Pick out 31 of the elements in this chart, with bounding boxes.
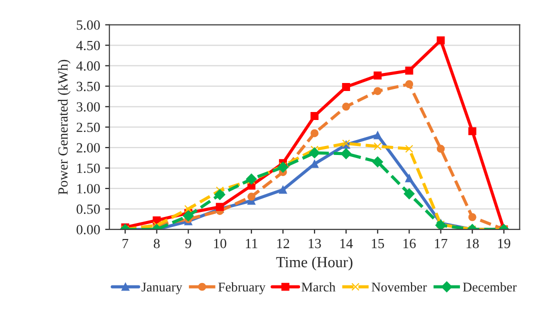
x-tick-label: 16 xyxy=(403,238,416,248)
y-tick-label: 2.00 xyxy=(76,143,100,153)
legend-label: January xyxy=(142,282,182,294)
legend-label: March xyxy=(302,282,336,292)
legend-label: November xyxy=(372,282,427,292)
x-tick-label: 7 xyxy=(122,238,128,248)
x-tick-label: 8 xyxy=(154,238,160,248)
y-tick-label: 4.50 xyxy=(76,40,100,50)
y-tick-label: 0.50 xyxy=(76,204,100,214)
x-tick-label: 15 xyxy=(372,238,384,248)
x-tick-label: 11 xyxy=(246,238,258,248)
y-tick-label: 2.50 xyxy=(76,122,100,132)
y-tick-label: 3.50 xyxy=(76,82,100,92)
y-tick-label: 5.00 xyxy=(76,20,100,30)
y-tick-label: 1.50 xyxy=(77,164,100,174)
x-axis-title: Time (Hour) xyxy=(276,256,352,270)
x-tick-label: 14 xyxy=(340,238,353,248)
legend-label: December xyxy=(462,282,517,292)
legend-label: February xyxy=(218,282,266,294)
y-axis-title: Power Generated (kWh) xyxy=(58,60,71,195)
x-tick-label: 12 xyxy=(277,238,290,248)
y-tick-label: 1.00 xyxy=(77,184,100,194)
x-tick-label: 19 xyxy=(498,238,510,248)
y-tick-label: 3.00 xyxy=(76,102,100,112)
x-tick-label: 9 xyxy=(185,238,192,248)
x-tick-label: 18 xyxy=(466,238,479,248)
x-tick-label: 10 xyxy=(214,238,226,248)
x-tick-label: 17 xyxy=(435,238,448,248)
y-tick-label: 4.00 xyxy=(76,61,100,71)
y-tick-label: 0.00 xyxy=(76,224,100,234)
x-tick-label: 13 xyxy=(308,238,321,248)
